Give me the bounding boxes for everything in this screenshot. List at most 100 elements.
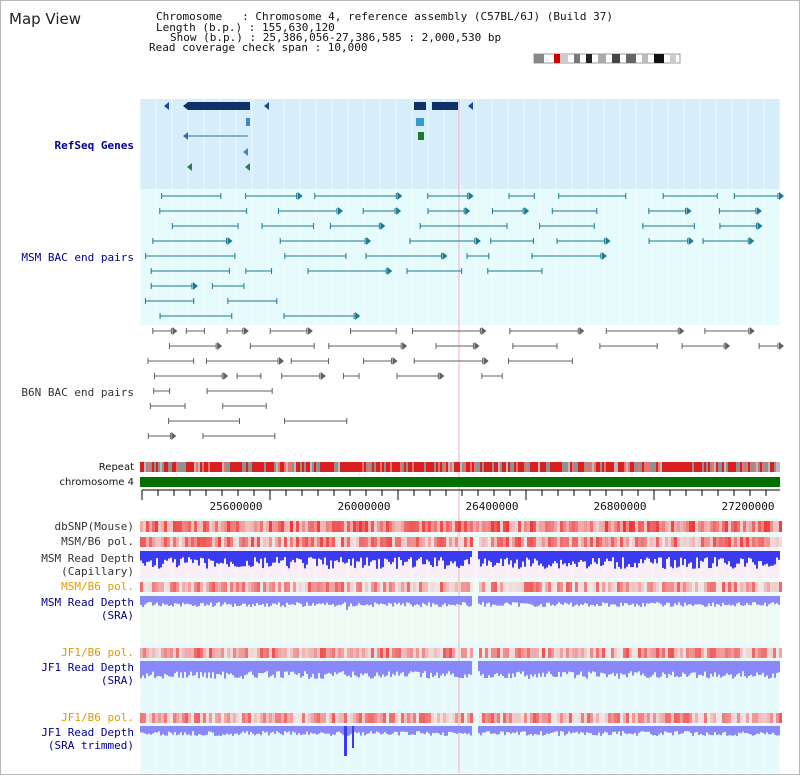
msm-depth-capillary-bar (516, 551, 518, 560)
msm-b6-pol-strip (482, 537, 485, 547)
jf1-depth-sra-bar (184, 661, 186, 672)
jf1-depth-trimmed-bar (494, 726, 496, 734)
msm-depth-sra-bar (274, 596, 276, 604)
jf1-depth-sra-bar (536, 661, 538, 678)
repeat-segment (420, 462, 422, 472)
jf1-depth-sra-bar (524, 661, 526, 677)
jf1-b6-pol-strip (524, 648, 527, 658)
dbsnp-strip (380, 521, 383, 532)
msm-b6-pol-strip (224, 537, 227, 547)
repeat-segment (592, 462, 594, 472)
msm-b6-pol-strip (416, 537, 419, 547)
jf1-b6-pol-strip (224, 648, 227, 658)
msm-depth-sra-label[interactable]: MSM Read Depth (41, 596, 134, 609)
msm-depth-sra-bar (430, 596, 432, 607)
jf1-b6-pol-strip (149, 648, 152, 658)
jf1-depth-trimmed-bar (324, 726, 326, 734)
jf1-depth-trimmed-bar (438, 726, 440, 734)
jf1-depth-trimmed-bar (402, 726, 404, 732)
msm-depth-capillary-bar (446, 551, 448, 566)
repeat-segment (206, 462, 208, 472)
jf1-b6-pol-2-strip (302, 713, 305, 723)
dbsnp-strip (464, 521, 467, 532)
jf1-depth-trimmed-bar (562, 726, 564, 732)
jf1-b6-pol-2-strip (452, 713, 455, 723)
msm-depth-capillary-bar (576, 551, 578, 567)
msm-depth-sra-bar (496, 596, 498, 606)
msm-depth-capillary-label[interactable]: MSM Read Depth (41, 552, 134, 565)
chromosome-ideogram[interactable] (530, 53, 685, 64)
jf1-b6-pol-label[interactable]: JF1/B6 pol. (61, 646, 134, 659)
msm-b6-pol-strip (722, 537, 725, 547)
msm-depth-sra-bar (458, 596, 460, 605)
jf1-depth-trimmed-bar (522, 726, 524, 732)
dbsnp-strip (680, 521, 683, 532)
dbsnp-strip (536, 521, 539, 532)
jf1-b6-pol-strip (266, 648, 269, 658)
msm-b6-pol-2-strip (560, 582, 563, 592)
msm-depth-capillary-bar (238, 551, 240, 567)
msm-b6-pol-2-strip (422, 582, 425, 592)
jf1-b6-pol-2-strip (329, 713, 332, 723)
msm-depth-sra-bar (198, 596, 200, 607)
msm-depth-capillary-bar (454, 551, 456, 562)
jf1-b6-pol-strip (308, 648, 311, 658)
msm-b6-pol-2-label[interactable]: MSM/B6 pol. (61, 580, 134, 593)
jf1-depth-trimmed-bar (732, 726, 734, 736)
msm-depth-capillary-bar (196, 551, 198, 561)
repeat-segment (442, 462, 444, 472)
repeat-segment (436, 462, 438, 472)
jf1-b6-pol-2-strip (296, 713, 299, 723)
msm-b6-pol-strip (758, 537, 761, 547)
jf1-depth-sra-bar (322, 661, 324, 679)
msm-depth-capillary-bar (640, 551, 642, 560)
jf1-depth-trimmed-bar (206, 726, 208, 735)
jf1-depth-trimmed-bar (636, 726, 638, 736)
jf1-depth-trimmed-bar (664, 726, 666, 732)
repeat-segment (270, 462, 272, 472)
msm-depth-sra-bar (444, 596, 446, 604)
msm-depth-sra-bar (164, 596, 166, 605)
msm-depth-sra-bar (292, 596, 294, 605)
jf1-b6-pol-2-label[interactable]: JF1/B6 pol. (61, 711, 134, 724)
refseq-genes-label[interactable]: RefSeq Genes (54, 139, 134, 152)
msm-depth-capillary-bar (440, 551, 442, 558)
jf1-depth-trimmed-bar (342, 726, 344, 735)
dbsnp-label[interactable]: dbSNP(Mouse) (54, 520, 134, 533)
msm-depth-sra-bar (302, 596, 304, 607)
b6n-bac-label[interactable]: B6N BAC end pairs (21, 386, 134, 399)
msm-b6-pol-label[interactable]: MSM/B6 pol. (61, 535, 134, 548)
jf1-depth-sra-label[interactable]: JF1 Read Depth (41, 661, 134, 674)
repeat-segment (202, 462, 204, 472)
jf1-b6-pol-2-strip (617, 713, 620, 723)
repeat-segment (336, 462, 338, 472)
msm-depth-sra-bar (544, 596, 546, 607)
dbsnp-strip (758, 521, 761, 532)
jf1-b6-pol-2-strip (266, 713, 269, 723)
jf1-depth-trimmed-label[interactable]: JF1 Read Depth (41, 726, 134, 739)
msm-bac-label[interactable]: MSM BAC end pairs (21, 251, 134, 264)
msm-b6-pol-strip (506, 537, 509, 547)
msm-depth-sra-bar (188, 596, 190, 605)
jf1-depth-sra-bar (378, 661, 380, 676)
jf1-b6-pol-strip (500, 648, 503, 658)
jf1-depth-sra-bar (292, 661, 294, 672)
jf1-depth-trimmed-bar (568, 726, 570, 732)
dbsnp-strip (677, 521, 680, 532)
msm-depth-capillary-bar (448, 551, 450, 566)
jf1-b6-pol-2-strip (713, 713, 716, 723)
repeat-segment (738, 462, 740, 472)
msm-depth-capillary-bar (694, 551, 696, 569)
msm-depth-capillary-bar (654, 551, 656, 560)
jf1-depth-trimmed-bar (748, 726, 750, 734)
msm-depth-sra-bar (634, 596, 636, 607)
jf1-b6-pol-2-strip (371, 713, 374, 723)
msm-b6-pol-strip (431, 537, 434, 547)
refseq-gene-arrow (183, 132, 188, 140)
msm-depth-capillary-bar (222, 551, 224, 564)
msm-b6-pol-2-strip (740, 582, 743, 592)
dbsnp-strip (206, 521, 209, 532)
msm-depth-sra-bar (442, 596, 444, 605)
jf1-depth-trimmed-bar (558, 726, 560, 736)
